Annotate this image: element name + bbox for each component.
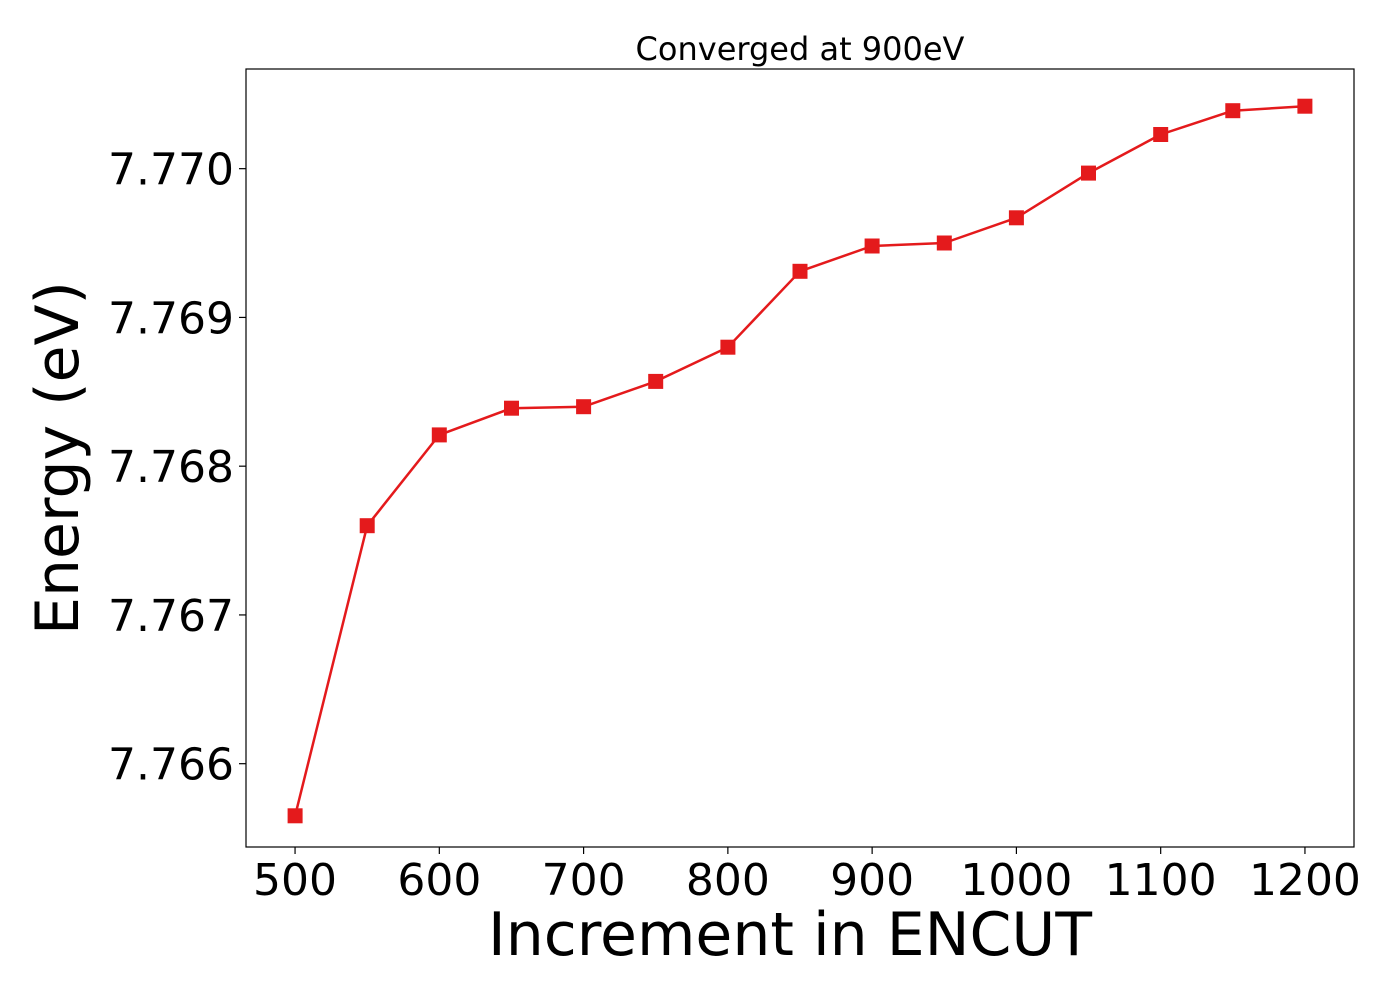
x-tick-label: 900 xyxy=(830,855,914,906)
data-point-marker xyxy=(287,808,303,824)
data-point-marker xyxy=(1153,127,1169,142)
data-point-marker xyxy=(1297,98,1313,114)
series-layer xyxy=(287,98,1313,824)
data-point-marker xyxy=(1008,210,1024,226)
y-tick-label: 7.769 xyxy=(108,293,234,344)
plot-area-frame xyxy=(245,68,1355,848)
data-point-marker xyxy=(359,518,375,534)
x-tick-label: 500 xyxy=(253,855,337,906)
y-axis-ticks: 7.766 7.767 7.768 7.769 7.770 xyxy=(108,145,246,791)
data-point-marker xyxy=(648,373,664,389)
chart-title: Converged at 900eV xyxy=(636,30,965,68)
x-axis-title: Increment in ENCUT xyxy=(488,900,1092,970)
data-point-marker xyxy=(864,238,880,254)
data-point-marker xyxy=(1225,103,1241,119)
x-tick-label: 1200 xyxy=(1249,855,1361,906)
x-tick-label: 1000 xyxy=(960,855,1072,906)
x-tick-label: 1100 xyxy=(1105,855,1217,906)
data-point-marker xyxy=(504,400,519,416)
data-point-marker xyxy=(792,263,808,279)
x-axis-ticks: 500 600 700 800 900 1000 1100 1200 xyxy=(253,847,1361,906)
y-tick-label: 7.768 xyxy=(108,442,234,493)
y-tick-label: 7.767 xyxy=(108,591,234,642)
y-tick-label: 7.766 xyxy=(108,740,234,791)
data-point-marker xyxy=(936,235,952,251)
data-point-marker xyxy=(720,339,736,355)
y-tick-label: 7.770 xyxy=(108,145,234,196)
data-point-marker xyxy=(576,399,592,415)
y-axis-title: Energy (eV) xyxy=(23,281,93,635)
x-tick-label: 600 xyxy=(397,855,481,906)
data-point-marker xyxy=(1081,165,1096,181)
x-tick-label: 800 xyxy=(686,855,770,906)
x-tick-label: 700 xyxy=(542,855,626,906)
data-point-marker xyxy=(431,427,447,443)
